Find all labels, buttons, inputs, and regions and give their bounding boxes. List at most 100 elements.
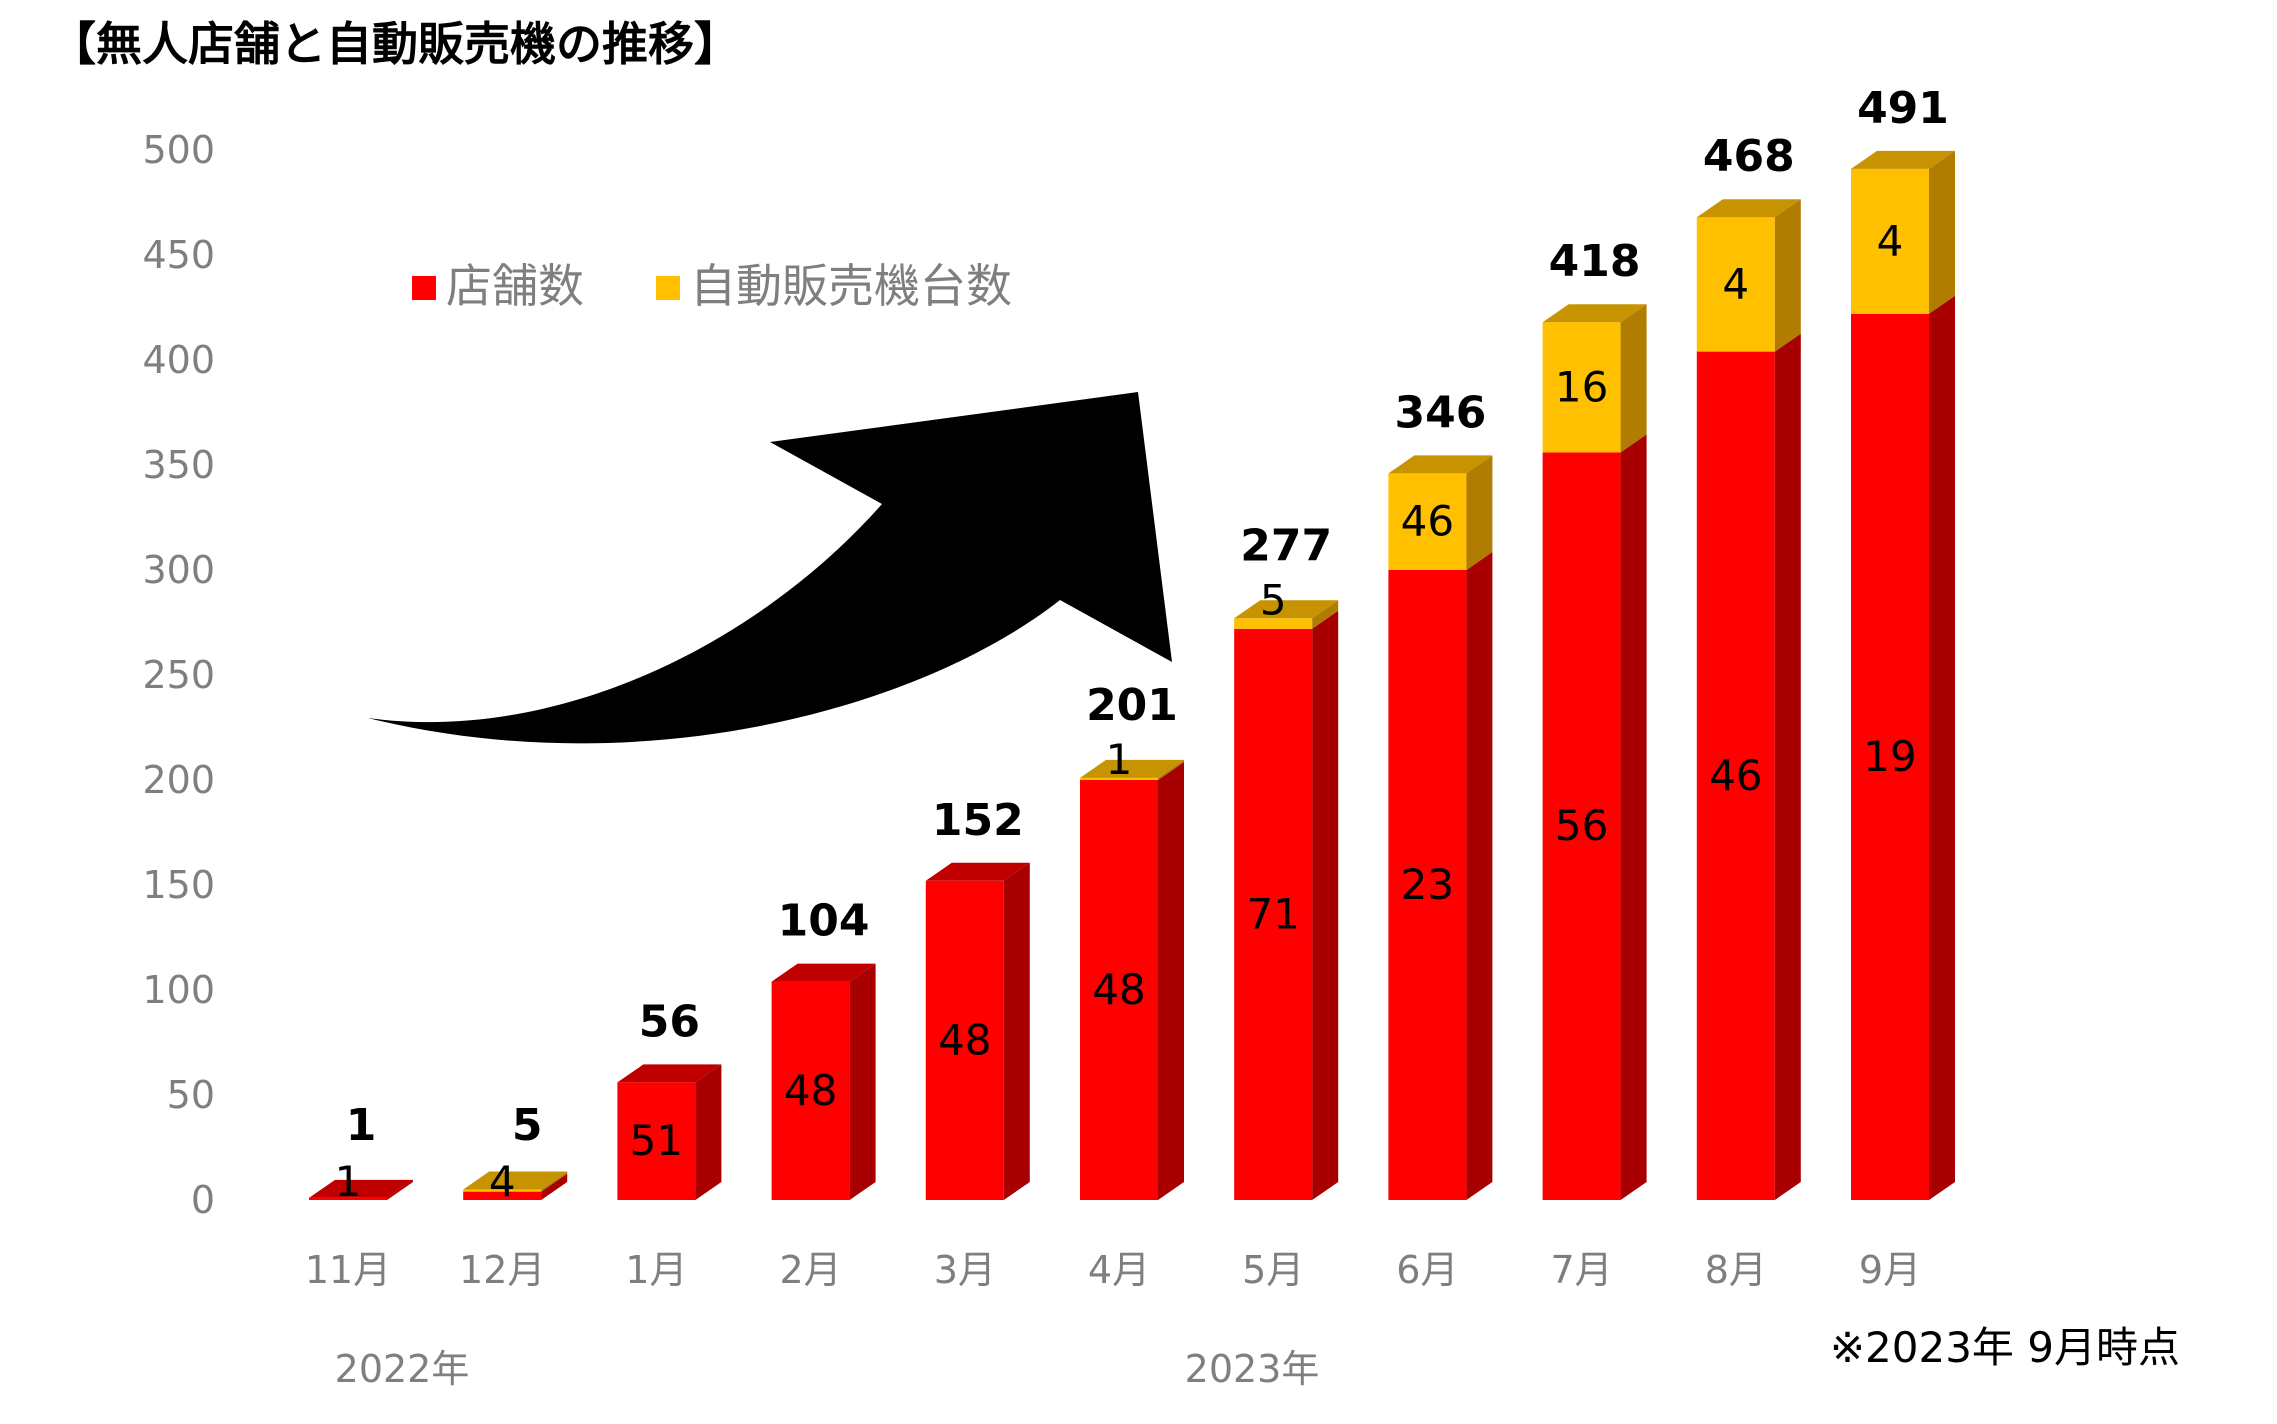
bar-top-face <box>463 1171 568 1190</box>
x-tick-label: 7月 <box>1551 1248 1613 1292</box>
bar-store <box>463 1191 542 1200</box>
y-tick-label: 400 <box>142 338 215 382</box>
x-tick-label: 1月 <box>625 1248 687 1292</box>
bar-store-side <box>1620 434 1647 1200</box>
total-label: 418 <box>1549 236 1641 287</box>
total-label: 346 <box>1394 387 1486 438</box>
bar-stack: 48 104 <box>771 896 876 1200</box>
total-label: 201 <box>1086 680 1178 731</box>
bar-store-side <box>695 1064 722 1200</box>
total-label: 152 <box>932 795 1024 846</box>
bar-top-face <box>1851 150 1955 169</box>
y-tick-label: 250 <box>142 653 215 697</box>
bar-vending <box>1388 473 1467 570</box>
data-label-store: 48 <box>1092 965 1145 1014</box>
y-tick-label: 300 <box>142 548 215 592</box>
total-label: 491 <box>1857 83 1949 134</box>
legend-label-vending: 自動販売機台数 <box>690 259 1012 313</box>
bar-store <box>1542 452 1621 1200</box>
trend-arrow <box>368 392 1172 744</box>
bar-top-face <box>771 963 876 982</box>
bar-store-side <box>1929 295 1955 1200</box>
bar-vending <box>463 1189 542 1192</box>
bar-store <box>1080 780 1158 1200</box>
bar-vending <box>1234 618 1313 629</box>
bar-store <box>309 1197 387 1200</box>
bar-vending <box>1851 168 1929 314</box>
data-label-vending: 5 <box>1260 575 1287 624</box>
data-label-vending: 1 <box>1106 735 1133 784</box>
legend: 店舗数 自動販売機台数 <box>412 259 1012 313</box>
bar-stack: 45 <box>463 1100 568 1206</box>
x-tick-label: 5月 <box>1242 1248 1304 1292</box>
data-label-store: 48 <box>938 1015 991 1064</box>
x-tick-label: 3月 <box>934 1248 996 1292</box>
data-label-store: 46 <box>1709 751 1762 800</box>
total-label: 468 <box>1703 131 1795 182</box>
legend-swatch-vending <box>656 276 680 300</box>
chart-title: 【無人店舗と自動販売機の推移】 <box>50 17 740 71</box>
y-axis: 0 50 100 150 200 250 300 350 400 450 500 <box>142 128 215 1222</box>
total-label: 104 <box>778 896 870 947</box>
data-label-store: 71 <box>1246 889 1299 938</box>
total-label: 56 <box>639 996 700 1047</box>
bar-store-side <box>1312 610 1339 1200</box>
x-axis: 11月 12月 1月 2月 3月 4月 5月 6月 7月 8月 9月 <box>305 1248 1921 1292</box>
total-label: 5 <box>512 1100 543 1151</box>
bar-stack: 48 152 <box>925 795 1030 1200</box>
bar-store-side <box>849 963 876 1200</box>
bar-vending-side <box>1158 759 1184 780</box>
bar-top-face <box>1388 455 1493 474</box>
bar-top-face <box>1542 304 1647 323</box>
bar-store <box>1388 570 1467 1200</box>
bar-store <box>1851 313 1929 1200</box>
bar-top-face <box>309 1179 413 1198</box>
bar-stack: 56 16 418 <box>1542 236 1647 1200</box>
total-label: 277 <box>1240 520 1332 571</box>
x-tick-label: 6月 <box>1396 1248 1458 1292</box>
y-tick-label: 50 <box>167 1073 215 1117</box>
bar-top-face <box>1080 759 1184 778</box>
year-label-2023: 2023年 <box>1185 1347 1320 1391</box>
data-label-store: 4 <box>489 1157 516 1206</box>
data-label-vending: 16 <box>1555 362 1608 411</box>
legend-label-store: 店舗数 <box>446 259 584 313</box>
bar-store <box>1234 628 1313 1200</box>
bar-vending <box>1080 777 1158 780</box>
year-label-2022: 2022年 <box>335 1347 470 1391</box>
bar-store-side <box>387 1179 413 1200</box>
bar-store <box>771 981 850 1200</box>
bar-store <box>1696 351 1775 1201</box>
x-tick-label: 8月 <box>1705 1248 1767 1292</box>
y-tick-label: 150 <box>142 863 215 907</box>
trend-arrow-icon <box>368 392 1172 744</box>
x-tick-label: 11月 <box>305 1248 391 1292</box>
y-tick-label: 450 <box>142 233 215 277</box>
data-label-store: 56 <box>1555 801 1608 850</box>
data-label-store: 23 <box>1401 860 1454 909</box>
bar-store <box>617 1082 696 1200</box>
x-tick-label: 2月 <box>780 1248 842 1292</box>
bar-vending-side <box>1466 455 1493 570</box>
bar-top-face <box>617 1064 722 1083</box>
bar-store-side <box>1774 333 1801 1201</box>
bar-stack: 51 56 <box>617 996 722 1200</box>
y-tick-label: 350 <box>142 443 215 487</box>
bar-vending-side <box>1774 199 1801 352</box>
bar-store-side <box>1003 862 1030 1200</box>
data-label-store: 48 <box>784 1066 837 1115</box>
bar-vending-side <box>541 1171 568 1192</box>
data-label-vending: 46 <box>1401 497 1454 546</box>
data-label-vending: 4 <box>1722 259 1749 308</box>
bar-stack: 46 4 468 <box>1696 131 1801 1201</box>
bar-vending <box>1696 217 1775 352</box>
data-label-vending: 4 <box>1877 216 1904 265</box>
y-tick-label: 200 <box>142 758 215 802</box>
legend-swatch-store <box>412 276 436 300</box>
bar-stack: 23 46 346 <box>1388 387 1493 1200</box>
footnote: ※2023年 9月時点 <box>1830 1323 2180 1372</box>
bar-store-side <box>1158 762 1184 1200</box>
